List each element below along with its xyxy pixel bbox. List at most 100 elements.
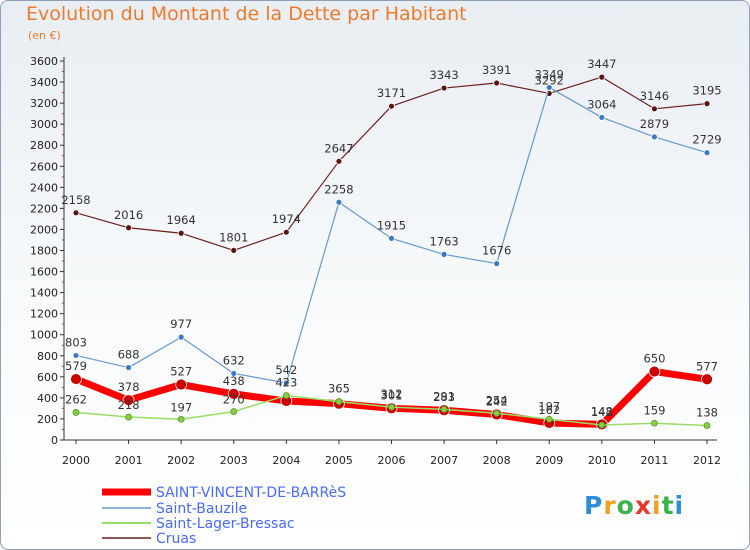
data-label: 2729 — [692, 133, 721, 147]
x-tick-label: 2008 — [483, 454, 511, 467]
data-label: 2016 — [114, 208, 143, 222]
data-label: 3146 — [640, 89, 669, 103]
y-tick-label: 1600 — [30, 266, 58, 279]
x-tick-label: 2003 — [220, 454, 248, 467]
data-label: 3064 — [587, 97, 616, 111]
data-point — [230, 246, 238, 254]
y-tick-label: 400 — [37, 392, 58, 405]
data-label: 159 — [643, 403, 665, 417]
data-label: 3292 — [535, 73, 564, 87]
y-tick-label: 3000 — [30, 118, 58, 131]
data-label: 3447 — [587, 57, 616, 71]
data-point — [230, 370, 238, 377]
data-label: 142 — [591, 405, 613, 419]
y-tick-label: 800 — [37, 350, 58, 363]
x-tick-label: 2012 — [693, 454, 721, 467]
y-tick-label: 600 — [37, 371, 58, 384]
data-label: 301 — [381, 388, 403, 402]
data-point — [335, 157, 343, 165]
y-tick-label: 1200 — [30, 308, 58, 321]
data-point — [598, 114, 606, 121]
data-point — [440, 250, 448, 258]
x-tick-label: 2002 — [167, 454, 195, 467]
data-label: 378 — [118, 380, 140, 394]
data-label: 283 — [433, 390, 455, 404]
data-point — [230, 408, 238, 415]
data-label: 527 — [170, 365, 192, 379]
data-point — [493, 79, 501, 87]
data-label: 270 — [223, 393, 245, 407]
data-label: 3343 — [429, 68, 458, 82]
data-label: 2647 — [324, 141, 353, 155]
data-label: 650 — [643, 352, 665, 366]
data-label: 803 — [65, 335, 87, 349]
data-point — [651, 133, 658, 141]
data-label: 2258 — [324, 182, 353, 196]
data-label: 3349 — [535, 67, 564, 81]
data-point — [703, 100, 711, 108]
x-tick-label: 2009 — [535, 454, 563, 467]
data-label: 148 — [591, 404, 613, 418]
data-label: 2879 — [640, 117, 669, 131]
data-point — [703, 422, 711, 429]
data-label: 3195 — [692, 84, 721, 98]
chart-title: Evolution du Montant de la Dette par Hab… — [26, 3, 467, 25]
data-label: 1676 — [482, 244, 511, 258]
y-tick-label: 1000 — [30, 329, 58, 342]
legend-label: Saint-Lager-Bressac — [156, 516, 295, 532]
data-label: 3171 — [377, 86, 406, 100]
data-point — [72, 209, 80, 217]
data-point — [335, 398, 343, 405]
y-tick-label: 3600 — [30, 55, 58, 68]
proxiti-logo: Proxiti — [584, 491, 685, 520]
x-tick-label: 2001 — [115, 454, 143, 467]
data-point — [651, 419, 658, 427]
y-tick-label: 3200 — [30, 97, 58, 110]
data-label: 197 — [170, 400, 192, 414]
data-label: 218 — [118, 398, 140, 412]
legend-label: Cruas — [156, 531, 196, 547]
data-point — [493, 409, 501, 417]
data-label: 254 — [486, 393, 508, 407]
data-point — [282, 228, 290, 236]
data-label: 2158 — [61, 193, 90, 207]
data-label: 632 — [223, 353, 245, 367]
data-point — [70, 373, 82, 385]
data-label: 542 — [275, 363, 297, 377]
data-point — [175, 378, 188, 391]
data-label: 688 — [118, 348, 140, 362]
data-point — [388, 234, 395, 242]
x-tick-label: 2007 — [430, 454, 458, 467]
data-point — [598, 73, 606, 81]
data-point — [125, 364, 132, 371]
data-point — [335, 198, 343, 206]
data-label: 262 — [65, 392, 87, 406]
data-point — [545, 415, 553, 423]
data-label: 138 — [696, 405, 718, 419]
data-label: 1964 — [167, 213, 196, 227]
data-point — [651, 105, 658, 113]
data-point — [598, 421, 606, 429]
data-point — [440, 405, 448, 413]
data-point — [701, 373, 713, 386]
data-label: 577 — [696, 359, 718, 373]
data-point — [125, 224, 132, 232]
data-label: 1801 — [219, 230, 248, 244]
data-label: 3391 — [482, 63, 511, 77]
data-point — [493, 260, 501, 267]
y-tick-label: 2400 — [30, 181, 58, 194]
data-point — [227, 387, 240, 400]
x-tick-label: 2000 — [62, 454, 90, 467]
x-tick-label: 2004 — [272, 454, 300, 467]
x-tick-label: 2010 — [588, 454, 616, 467]
data-label: 423 — [275, 375, 297, 389]
data-label: 197 — [538, 399, 560, 413]
data-point — [703, 149, 711, 157]
data-label: 291 — [433, 389, 455, 403]
data-point — [72, 409, 80, 416]
y-tick-label: 2800 — [30, 139, 58, 152]
x-tick-label: 2011 — [640, 454, 668, 467]
data-point — [72, 352, 80, 359]
data-point — [440, 84, 448, 92]
